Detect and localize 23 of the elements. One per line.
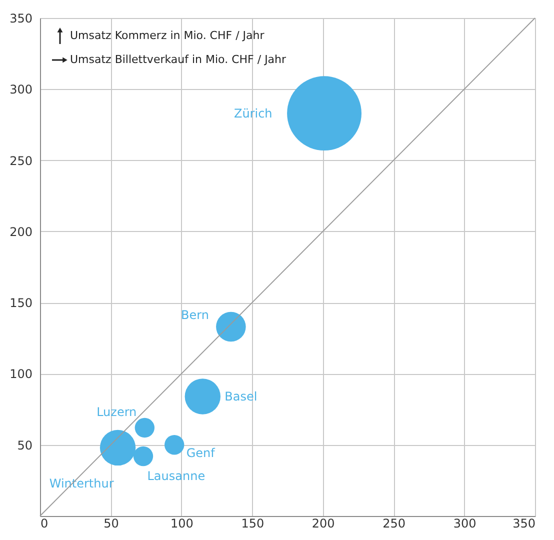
x-axis-title: Umsatz Billettverkauf in Mio. CHF / Jahr	[70, 53, 287, 66]
y-tick-label: 300	[10, 82, 32, 97]
x-tick-label: 100	[170, 516, 194, 530]
series-label: Basel	[224, 389, 258, 404]
series-label: Bern	[180, 308, 209, 322]
x-tick-label: 50	[104, 516, 119, 530]
y-tick-label: 100	[10, 367, 32, 382]
y-axis-title: Umsatz Kommerz in Mio. CHF / Jahr	[70, 29, 265, 42]
y-tick-label: 50	[17, 438, 32, 452]
series-label: Zürich	[234, 106, 272, 120]
x-tick-label: 300	[453, 516, 476, 530]
series-label: Genf	[186, 446, 216, 460]
x-tick-label: 150	[241, 516, 264, 530]
x-tick-label: 0	[40, 516, 48, 530]
x-tick-label: 250	[382, 516, 406, 530]
y-tick-label: 250	[10, 154, 32, 168]
x-tick-label: 200	[312, 516, 335, 530]
series-label: Luzern	[96, 404, 137, 419]
y-tick-label: 200	[10, 224, 32, 239]
x-tick-label: 350	[512, 516, 536, 530]
series-label: Lausanne	[147, 469, 206, 484]
y-tick-label: 150	[10, 296, 32, 310]
y-tick-label: 350	[10, 12, 32, 26]
